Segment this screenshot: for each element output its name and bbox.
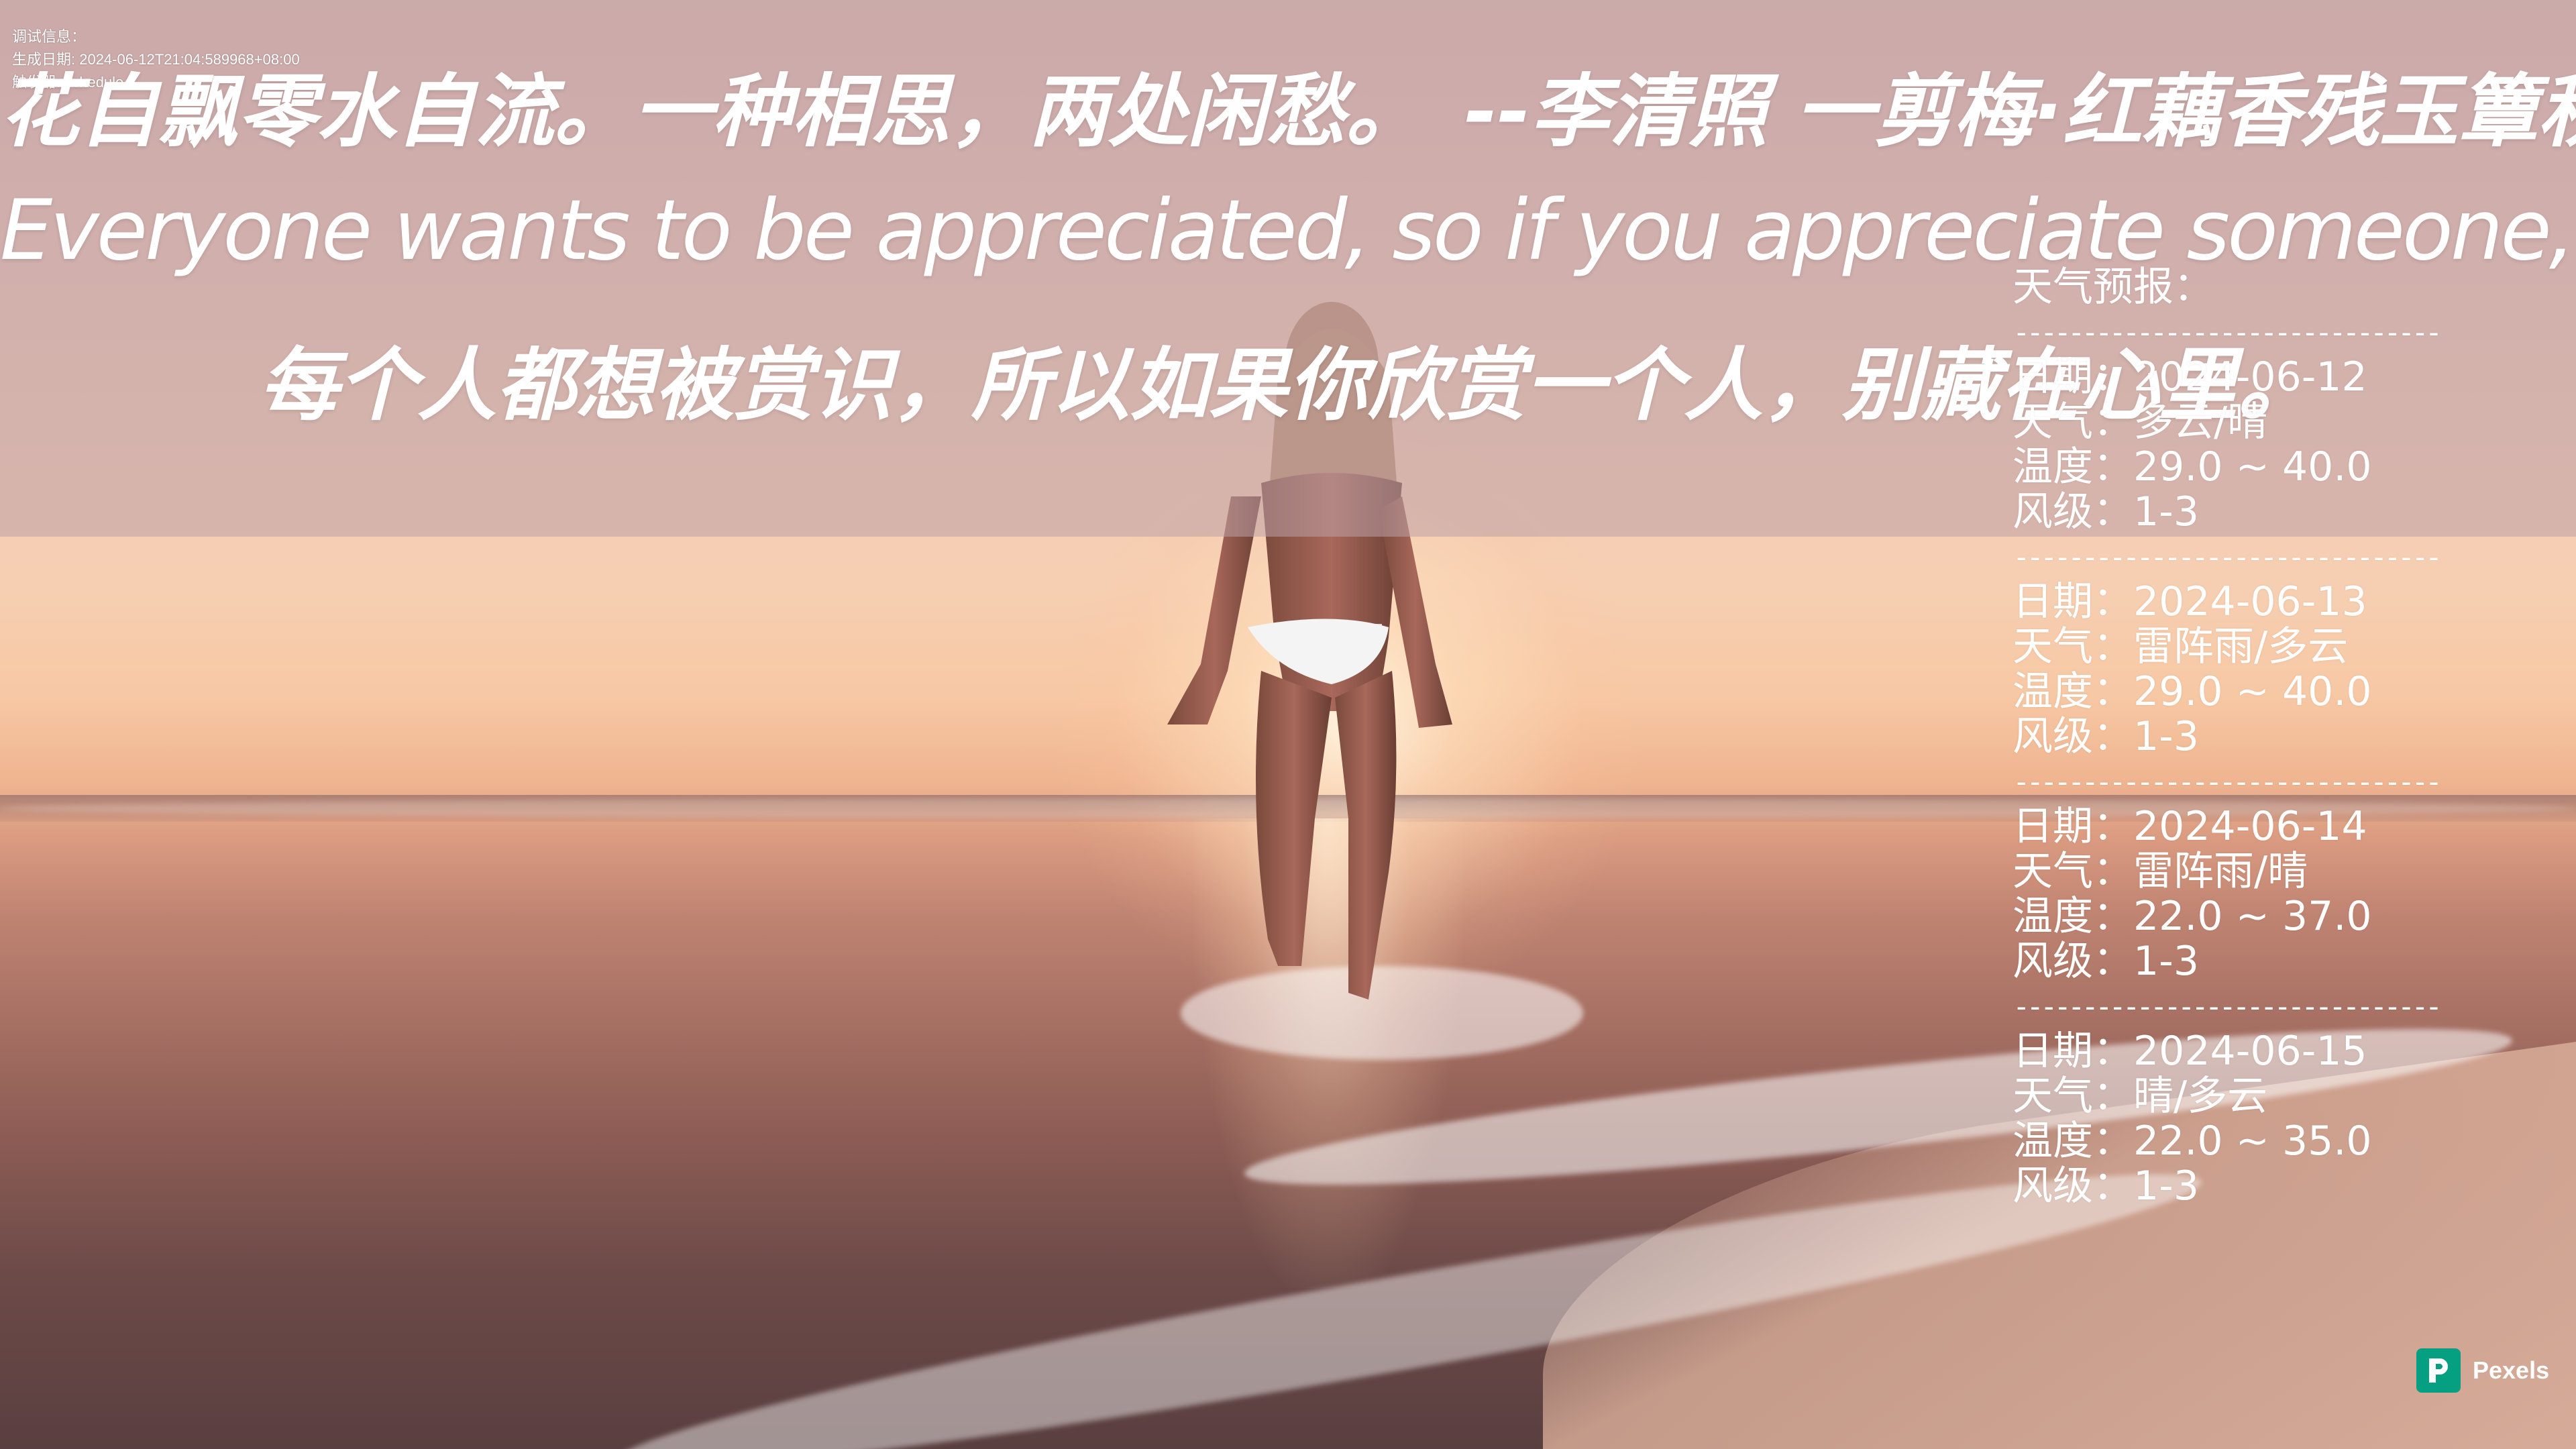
forecast-temperature: 温度：29.0 ~ 40.0 [2012,443,2372,490]
forecast-date: 日期：2024-06-13 [2012,578,2367,625]
weather-divider: ---------------------------------------- [2012,540,2442,574]
english-quote: Everyone wants to be appreciated, so if … [0,182,2576,279]
pexels-label: Pexels [2473,1356,2550,1384]
forecast-temperature: 温度：29.0 ~ 40.0 [2012,668,2372,715]
forecast-date: 日期：2024-06-15 [2012,1028,2367,1075]
forecast-day: 日期：2024-06-14 天气：雷阵雨/晴 温度：22.0 ~ 37.0 风级… [2012,804,2442,984]
weather-divider: ---------------------------------------- [2012,765,2442,799]
forecast-day: 日期：2024-06-15 天气：晴/多云 温度：22.0 ~ 35.0 风级：… [2012,1029,2442,1209]
forecast-temperature: 温度：22.0 ~ 35.0 [2012,1118,2372,1165]
forecast-day: 日期：2024-06-12 天气：多云/晴 温度：29.0 ~ 40.0 风级：… [2012,355,2442,535]
pexels-logo-icon [2416,1348,2461,1393]
forecast-day: 日期：2024-06-13 天气：雷阵雨/多云 温度：29.0 ~ 40.0 风… [2012,580,2442,759]
debug-trigger: 触发器: schedule [12,74,124,91]
weather-divider: ---------------------------------------- [2012,315,2442,350]
weather-forecast-panel: 天气预报： ----------------------------------… [2012,265,2442,1209]
forecast-condition: 天气：雷阵雨/多云 [2012,623,2349,670]
weather-divider: ---------------------------------------- [2012,989,2442,1024]
forecast-condition: 天气：多云/晴 [2012,398,2268,445]
weather-heading: 天气预报： [2012,264,2214,311]
forecast-condition: 天气：晴/多云 [2012,1073,2268,1120]
forecast-date: 日期：2024-06-14 [2012,803,2367,850]
forecast-wind: 风级：1-3 [2012,488,2199,535]
chinese-translation-quote: 每个人都想被赏识，所以如果你欣赏一个人，别藏在心里。 [258,339,2317,431]
debug-generated-date: 生成日期: 2024-06-12T21:04:589968+08:00 [12,51,300,68]
forecast-temperature: 温度：22.0 ~ 37.0 [2012,893,2372,940]
debug-title: 调试信息： [12,28,87,45]
splash-foam [1181,966,1583,1060]
poem-quote: 花自飘零水自流。一种相思，两处闲愁。 --李清照 一剪梅·红藕香残玉簟秋 [0,65,2576,158]
debug-info-panel: 调试信息： 生成日期: 2024-06-12T21:04:589968+08:0… [12,25,300,94]
forecast-wind: 风级：1-3 [2012,938,2199,985]
forecast-wind: 风级：1-3 [2012,713,2199,760]
forecast-date: 日期：2024-06-12 [2012,354,2367,400]
forecast-condition: 天气：雷阵雨/晴 [2012,848,2308,895]
quote-banner-backdrop [0,0,2576,537]
forecast-wind: 风级：1-3 [2012,1163,2199,1210]
pexels-watermark: Pexels [2416,1348,2549,1393]
